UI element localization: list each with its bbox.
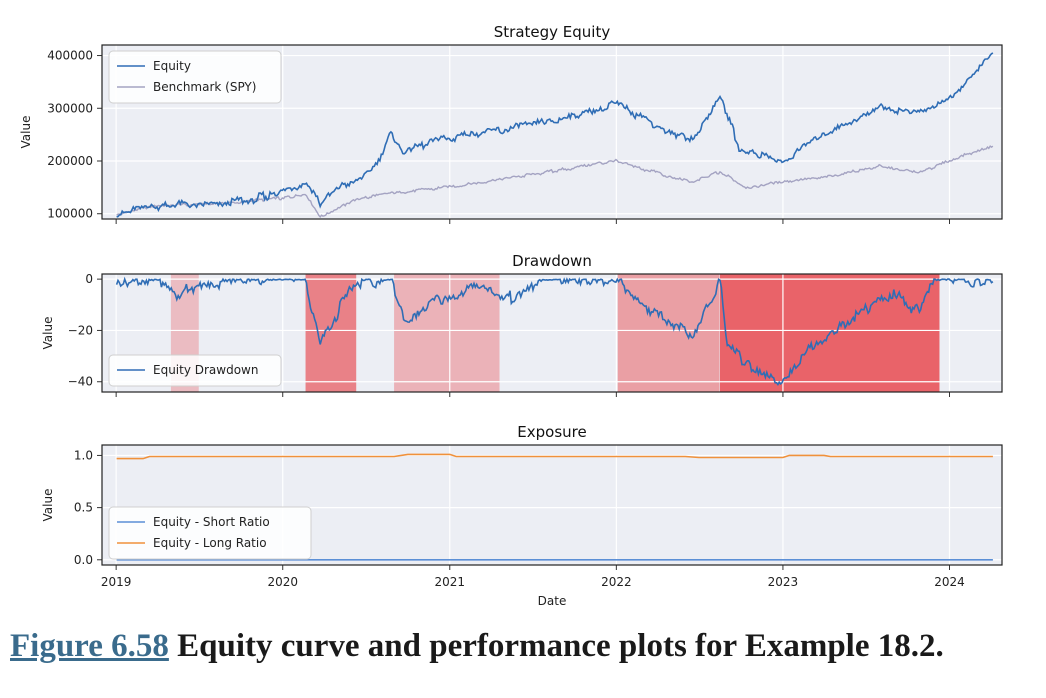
legend: Equity Benchmark (SPY) (108, 50, 282, 104)
series-line-equity-drawdown (115, 276, 994, 387)
y-axis-label: Value (41, 489, 55, 522)
series-line-benchmark-spy (116, 145, 994, 219)
y-tick-label: −20 (68, 323, 93, 337)
drawdown-period-4 (617, 274, 720, 392)
y-tick-label: 0.0 (74, 553, 93, 567)
figure-caption: Figure 6.58 Equity curve and performance… (10, 628, 944, 665)
y-tick-label: −40 (68, 375, 93, 389)
chart-title: Drawdown (512, 252, 592, 270)
legend-box (108, 354, 282, 387)
legend: Equity Drawdown (108, 354, 282, 387)
legend: Equity - Short Ratio Equity - Long Ratio (108, 506, 312, 560)
x-tick-label-2022: 2022 (601, 575, 632, 589)
legend-box (108, 50, 282, 104)
legend-label-equity-drawdown: Equity Drawdown (153, 363, 258, 377)
chart-title: Exposure (517, 423, 586, 441)
chart-panel-exposure: 2019 2020 2021 2022 2023 2024 0.0 0.5 1.0 Exposur… (41, 423, 1003, 608)
legend-label-benchmark-spy: Benchmark (SPY) (153, 80, 256, 94)
y-tick-label: 1.0 (74, 448, 93, 462)
chart-panel-drawdown: 0 −20 −40 Drawdown Value Equity Drawdown (41, 252, 1003, 397)
figure-link[interactable]: Figure 6.58 (10, 628, 169, 664)
x-tick-label-2019: 2019 (101, 575, 132, 589)
y-tick-label: 200000 (47, 154, 93, 168)
y-tick-label: 400000 (47, 49, 93, 63)
x-tick-label-2021: 2021 (434, 575, 465, 589)
plot-frame (101, 44, 1003, 220)
series-line-equity-long-ratio (116, 453, 993, 460)
y-axis-label: Value (41, 317, 55, 350)
x-axis-label: Date (538, 594, 567, 608)
drawdown-period-3 (394, 274, 500, 392)
figure: 100000 200000 300000 400000 Strategy Equity V… (19, 23, 1003, 608)
x-tick-label-2024: 2024 (934, 575, 965, 589)
plot-frame (101, 444, 1003, 566)
legend-label-equity-short-ratio: Equity - Short Ratio (153, 515, 270, 529)
y-axis-label: Value (19, 116, 33, 149)
y-tick-label: 0.5 (74, 501, 93, 515)
legend-label-equity: Equity (153, 59, 191, 73)
x-tick-label-2020: 2020 (267, 575, 298, 589)
legend-label-equity-long-ratio: Equity - Long Ratio (153, 536, 267, 550)
legend-box (108, 506, 312, 560)
y-tick-label: 0 (85, 272, 93, 286)
x-tick-label-2023: 2023 (768, 575, 799, 589)
y-tick-label: 100000 (47, 207, 93, 221)
plot-frame (101, 273, 1003, 393)
caption-text: Equity curve and performance plots for E… (177, 628, 944, 664)
chart-title: Strategy Equity (494, 23, 611, 41)
chart-panel-strategy-equity: 100000 200000 300000 400000 Strategy Equity V… (19, 23, 1003, 224)
y-tick-label: 300000 (47, 101, 93, 115)
series-line-equity (116, 52, 994, 218)
